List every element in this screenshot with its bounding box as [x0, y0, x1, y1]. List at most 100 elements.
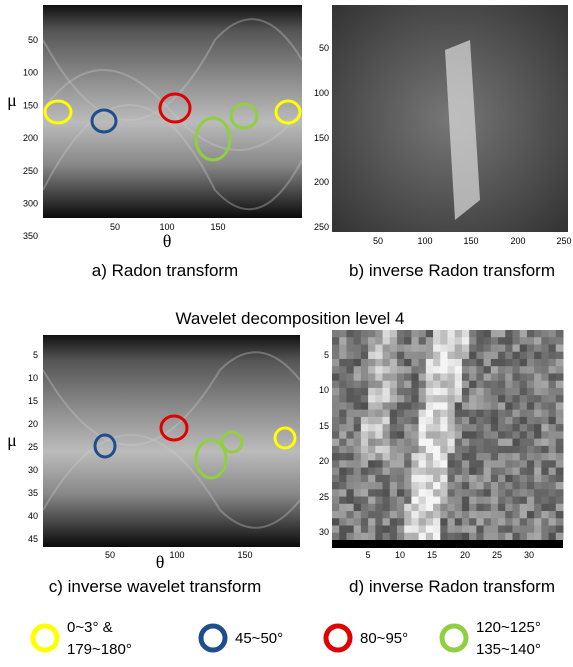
y-tick-label: 150: [23, 100, 38, 110]
pixel: [498, 511, 506, 519]
pixel: [339, 526, 347, 534]
pixel: [455, 482, 463, 490]
pixel: [375, 468, 383, 476]
pixel: [541, 489, 549, 497]
pixel: [549, 439, 557, 447]
pixel: [426, 453, 434, 461]
pixel: [498, 446, 506, 454]
pixel: [368, 489, 376, 497]
pixel: [455, 526, 463, 534]
pixel: [512, 373, 520, 381]
pixel: [397, 489, 405, 497]
x-tick-label: 150: [210, 222, 225, 232]
pixel: [339, 366, 347, 374]
pixel: [354, 439, 362, 447]
pixel: [512, 402, 520, 410]
pixel: [512, 453, 520, 461]
pixel: [397, 402, 405, 410]
pixel: [448, 497, 456, 505]
pixel: [549, 482, 557, 490]
pixel: [433, 446, 441, 454]
pixel: [419, 439, 427, 447]
pixel: [469, 475, 477, 483]
pixel: [498, 468, 506, 476]
pixel: [512, 330, 520, 338]
pixel: [527, 475, 535, 483]
pixel: [469, 330, 477, 338]
pixel: [455, 497, 463, 505]
pixel: [534, 330, 542, 338]
pixel: [419, 511, 427, 519]
pixel: [556, 460, 564, 468]
pixel: [491, 475, 499, 483]
pixel: [455, 518, 463, 526]
pixel: [448, 446, 456, 454]
pixel: [339, 344, 347, 352]
pixel: [462, 460, 470, 468]
pixel: [455, 381, 463, 389]
pixel: [505, 518, 513, 526]
pixel: [361, 366, 369, 374]
pixel: [541, 417, 549, 425]
pixel: [397, 453, 405, 461]
pixel: [361, 417, 369, 425]
pixel: [448, 533, 456, 541]
pixel: [383, 417, 391, 425]
pixel: [455, 352, 463, 360]
caption: c) inverse wavelet transform: [49, 577, 262, 596]
pixel: [346, 395, 354, 403]
pixel: [426, 402, 434, 410]
caption: a) Radon transform: [92, 261, 238, 280]
y-tick-label: 300: [23, 199, 38, 209]
pixel: [527, 497, 535, 505]
pixel: [390, 424, 398, 432]
pixel: [404, 395, 412, 403]
pixel: [411, 381, 419, 389]
pixel: [375, 460, 383, 468]
pixel: [527, 395, 535, 403]
pixel: [419, 366, 427, 374]
pixel: [397, 330, 405, 338]
page: {"panels": [ {"caption": "a) Radon trans…: [0, 0, 573, 662]
pixel: [426, 359, 434, 367]
pixel: [354, 359, 362, 367]
pixel: [484, 388, 492, 396]
pixel: [433, 511, 441, 519]
pixel: [476, 482, 484, 490]
pixel: [354, 373, 362, 381]
x-axis-label: θ: [163, 231, 172, 251]
pixel: [426, 373, 434, 381]
pixel: [491, 489, 499, 497]
pixel: [556, 489, 564, 497]
pixel: [383, 373, 391, 381]
pixel: [534, 366, 542, 374]
pixel: [426, 511, 434, 519]
pixel: [476, 475, 484, 483]
x-tick-label: 20: [460, 550, 470, 560]
pixel: [541, 453, 549, 461]
pixel: [339, 533, 347, 541]
pixel: [332, 526, 340, 534]
pixel: [469, 337, 477, 345]
pixel: [498, 482, 506, 490]
pixel: [448, 359, 456, 367]
pixel: [534, 460, 542, 468]
pixel: [397, 410, 405, 418]
legend: 0~3° &179~180°45~50°80~95°120~125°135~14…: [33, 619, 541, 658]
pixel: [383, 453, 391, 461]
pixel: [433, 439, 441, 447]
pixel: [419, 482, 427, 490]
pixel: [462, 468, 470, 476]
pixel: [491, 402, 499, 410]
pixel: [491, 373, 499, 381]
pixel: [491, 482, 499, 490]
pixel: [505, 446, 513, 454]
pixel: [462, 330, 470, 338]
pixel: [556, 533, 564, 541]
pixel: [455, 395, 463, 403]
pixel: [534, 395, 542, 403]
pixel: [469, 410, 477, 418]
pixel: [375, 439, 383, 447]
pixel: [505, 468, 513, 476]
pixel: [375, 417, 383, 425]
